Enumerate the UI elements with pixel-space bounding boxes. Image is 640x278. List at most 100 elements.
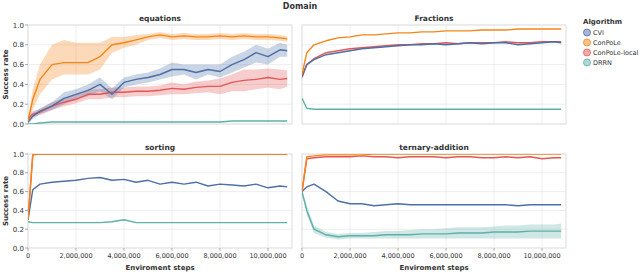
panel-title: Fractions: [415, 14, 454, 23]
grid-line: [28, 25, 29, 124]
tick: [350, 248, 351, 251]
tick: [76, 248, 77, 251]
grid-line: [302, 172, 566, 173]
tick: [25, 124, 28, 125]
legend-label: ConPoLe: [593, 39, 621, 47]
series-line: [28, 78, 287, 120]
panel: Fractions: [302, 14, 566, 124]
tick: [398, 248, 399, 251]
series-line: [302, 154, 561, 192]
chart: Domain equations 0.0 0.2 0.4 0.6 0.8 1.0 Success…: [0, 0, 640, 278]
series-line: [302, 29, 561, 75]
title: Domain: [283, 2, 318, 11]
legend-symbol: [584, 59, 591, 66]
grid-line: [268, 154, 269, 248]
legend-symbol: [584, 39, 591, 46]
tick-label: 4,000,000: [381, 252, 414, 260]
grid-line: [302, 64, 566, 65]
tick: [542, 248, 543, 251]
data-group: [28, 32, 287, 124]
plot-frame: [28, 154, 292, 248]
series-line: [28, 121, 287, 124]
tick-label: 0.8: [13, 41, 24, 49]
tick-label: 2,000,000: [333, 252, 366, 260]
tick-label: 4,000,000: [107, 252, 140, 260]
tick-label: 0.4: [13, 207, 25, 215]
grid-line: [302, 154, 303, 248]
series-line: [302, 98, 561, 109]
series-line: [302, 184, 561, 206]
tick-label: 0: [26, 252, 30, 260]
series-line: [28, 154, 287, 220]
band: [302, 190, 561, 240]
tick-label: 2,000,000: [59, 252, 92, 260]
tick: [446, 248, 447, 251]
tick: [302, 248, 303, 251]
grid-line: [220, 154, 221, 248]
tick-label: 8,000,000: [477, 252, 510, 260]
series-line: [302, 42, 561, 77]
tick-label: 0.4: [13, 81, 25, 89]
tick: [25, 104, 28, 105]
series-line: [28, 178, 287, 220]
tick-label: 10,000,000: [523, 252, 560, 260]
plot-frame: [302, 25, 566, 124]
panel: ternary-addition 0 2,000,000 4,000,000 6,000…: [300, 143, 566, 272]
tick: [25, 191, 28, 192]
grid-line: [302, 84, 566, 85]
tick-label: 0.0: [13, 121, 24, 129]
grid-line: [172, 154, 173, 248]
series-line: [28, 50, 287, 122]
tick-label: 0.6: [13, 61, 25, 69]
tick: [25, 84, 28, 85]
tick: [25, 172, 28, 173]
grid-line: [302, 104, 566, 105]
grid-line: [28, 210, 292, 211]
tick: [25, 44, 28, 45]
axis-label: Success rate: [2, 176, 10, 226]
tick-label: 1.0: [13, 22, 24, 30]
tick: [172, 248, 173, 251]
grid-line: [302, 248, 566, 249]
panel-title: equations: [139, 14, 182, 23]
panel: equations0.00.20.40.60.81.0Success rate: [2, 14, 292, 129]
series-line: [28, 220, 287, 223]
series-line: [28, 35, 287, 121]
data-group: [302, 154, 561, 240]
tick: [25, 210, 28, 211]
tick-label: 6,000,000: [429, 252, 462, 260]
panel-title: ternary-addition: [399, 143, 469, 152]
tick: [124, 248, 125, 251]
plot-frame: [28, 25, 292, 124]
axis-label: Enviroment steps: [125, 264, 194, 272]
legend-symbol: [584, 49, 591, 56]
series-line: [302, 42, 561, 78]
legend: AlgorithmCVIConPoLeConPoLe-localDRRN: [583, 18, 638, 67]
panel: sorting0.00.20.40.60.81.0Success rate02,…: [2, 143, 292, 272]
legend-title: Algorithm: [583, 18, 622, 26]
tick: [494, 248, 495, 251]
grid-line: [28, 248, 292, 249]
tick: [28, 248, 29, 251]
tick: [25, 248, 28, 249]
grid-line: [28, 25, 292, 26]
grid-line: [28, 172, 292, 173]
tick-label: 6,000,000: [155, 252, 188, 260]
grid-line: [28, 229, 292, 230]
grid-line: [124, 154, 125, 248]
tick-label: 0: [300, 252, 304, 260]
tick-label: 8,000,000: [203, 252, 236, 260]
data-group: [28, 154, 287, 223]
tick-label: 0.8: [13, 169, 24, 177]
band: [28, 32, 287, 124]
panel-title: sorting: [145, 143, 175, 152]
plot-frame: [302, 154, 566, 248]
axis-label: Success rate: [2, 49, 10, 99]
grid-line: [28, 191, 292, 192]
axis-label: Enviroment steps: [399, 264, 468, 272]
series-line: [302, 156, 561, 192]
tick-label: 0.2: [13, 226, 24, 234]
tick-label: 10,000,000: [249, 252, 286, 260]
tick: [220, 248, 221, 251]
series-line: [28, 154, 287, 220]
